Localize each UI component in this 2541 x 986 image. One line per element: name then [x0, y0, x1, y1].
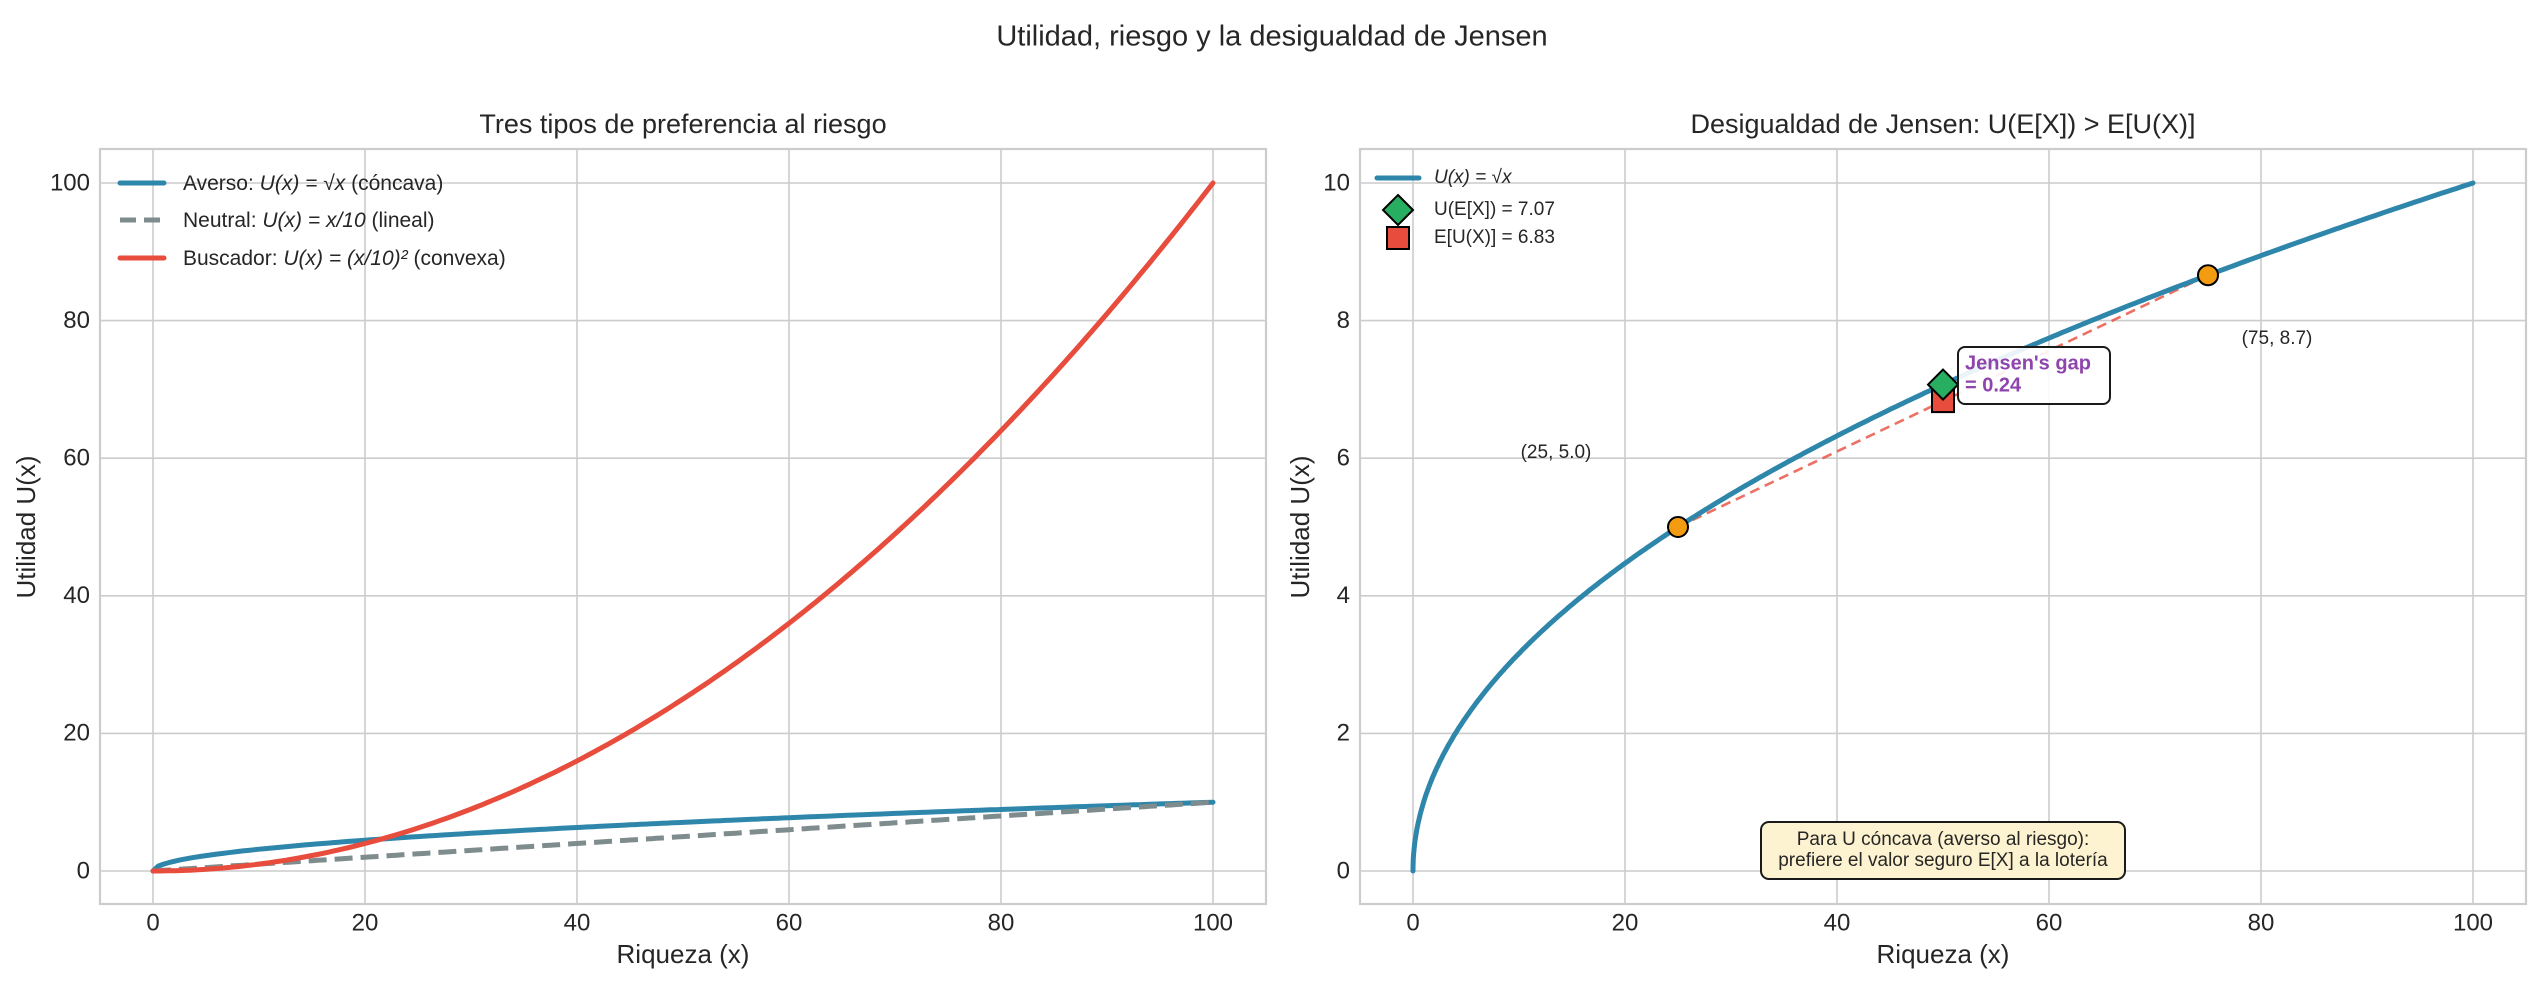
left-y-ticks: 0 20 40 60 80 100 [50, 169, 90, 884]
x-tick-label: 40 [1824, 909, 1851, 936]
x-tick-label: 20 [352, 909, 379, 936]
legend-item-uex: U(E[X]) = 7.07 [1381, 193, 1555, 227]
line-series [150, 180, 1216, 874]
y-tick-label: 0 [77, 857, 90, 884]
jensen-gap-line2: = 0.24 [1965, 374, 2022, 396]
left-chart-title: Tres tipos de preferencia al riesgo [479, 109, 886, 139]
square-icon [1386, 226, 1410, 250]
y-tick-label: 80 [63, 307, 90, 334]
y-tick-label: 2 [1337, 720, 1350, 747]
note-line1: Para U cóncava (averso al riesgo): [1797, 829, 2090, 850]
legend-label-neutral: Neutral: U(x) = x/10 (lineal) [183, 209, 435, 232]
right-axes-frame [1358, 147, 2528, 906]
lottery-point [1667, 516, 1689, 538]
note-line2: prefiere el valor seguro E[X] a la loter… [1778, 850, 2108, 871]
legend-item-eux: E[U(X)] = 6.83 [1386, 226, 1555, 250]
x-tick-label: 20 [1612, 909, 1639, 936]
left-axes-frame [98, 147, 1268, 906]
y-tick-label: 4 [1337, 582, 1350, 609]
right-x-ticks: 0 20 40 60 80 100 [1406, 909, 2493, 936]
y-tick-label: 10 [1323, 169, 1350, 196]
right-x-axis-label: Riqueza (x) [1877, 939, 2010, 969]
diamond-icon [1381, 193, 1415, 227]
right-y-axis-label: Utilidad U(x) [1285, 455, 1315, 598]
legend-label-uex: U(E[X]) = 7.07 [1434, 199, 1555, 220]
legend-label-averso: Averso: U(x) = √x (cóncava) [183, 172, 443, 195]
line-series [152, 799, 1214, 874]
left-x-ticks: 0 20 40 60 80 100 [146, 909, 1233, 936]
legend-label-eux: E[U(X)] = 6.83 [1434, 227, 1555, 248]
y-tick-label: 60 [63, 445, 90, 472]
legend-item-sqrt: U(x) = √x [1374, 167, 1513, 188]
y-tick-label: 0 [1337, 857, 1350, 884]
point-label-high: (75, 8.7) [2242, 328, 2313, 349]
left-grid [100, 149, 1266, 904]
point-label-low: (25, 5.0) [1521, 442, 1592, 463]
left-lines [150, 180, 1216, 874]
jensen-gap-line1: Jensen's gap [1965, 352, 2091, 374]
right-chart: Desigualdad de Jensen: U(E[X]) > E[U(X)]… [1285, 109, 2528, 969]
right-chart-title: Desigualdad de Jensen: U(E[X]) > E[U(X)] [1691, 109, 2196, 139]
x-tick-label: 60 [2036, 909, 2063, 936]
legend-label-sqrt: U(x) = √x [1434, 167, 1513, 188]
sqrt-curve [1410, 180, 2476, 874]
figure-suptitle: Utilidad, riesgo y la desigualdad de Jen… [996, 21, 1547, 53]
x-tick-label: 100 [1193, 909, 1233, 936]
legend-item-neutral: Neutral: U(x) = x/10 (lineal) [120, 209, 435, 232]
x-tick-label: 80 [988, 909, 1015, 936]
lottery-point [2197, 264, 2219, 287]
y-tick-label: 8 [1337, 307, 1350, 334]
left-x-axis-label: Riqueza (x) [617, 939, 750, 969]
y-tick-label: 40 [63, 582, 90, 609]
x-tick-label: 100 [2453, 909, 2493, 936]
x-tick-label: 80 [2248, 909, 2275, 936]
left-legend: Averso: U(x) = √x (cóncava) Neutral: U(x… [117, 172, 506, 270]
legend-item-buscador: Buscador: U(x) = (x/10)² (convexa) [117, 247, 506, 270]
line-series [150, 799, 1216, 874]
x-tick-label: 0 [146, 909, 159, 936]
right-lines [1410, 180, 2476, 874]
x-tick-label: 0 [1406, 909, 1419, 936]
right-legend: U(x) = √x U(E[X]) = 7.07 E[U(X)] = 6.83 [1374, 167, 1555, 250]
y-tick-label: 100 [50, 169, 90, 196]
left-y-axis-label: Utilidad U(x) [11, 455, 41, 598]
x-tick-label: 60 [776, 909, 803, 936]
left-chart: Tres tipos de preferencia al riesgo 0 20 4… [11, 109, 1268, 969]
right-y-ticks: 0 2 4 6 8 10 [1323, 169, 1350, 884]
y-tick-label: 20 [63, 720, 90, 747]
y-tick-label: 6 [1337, 445, 1350, 472]
utility-of-expectation-marker [1926, 368, 1960, 401]
note-box: Para U cóncava (averso al riesgo): prefi… [1760, 821, 2126, 880]
jensen-gap-annotation: Jensen's gap = 0.24 [1957, 346, 2111, 405]
legend-label-buscador: Buscador: U(x) = (x/10)² (convexa) [183, 247, 506, 270]
x-tick-label: 40 [564, 909, 591, 936]
legend-item-averso: Averso: U(x) = √x (cóncava) [117, 172, 443, 195]
right-grid [1360, 149, 2526, 904]
